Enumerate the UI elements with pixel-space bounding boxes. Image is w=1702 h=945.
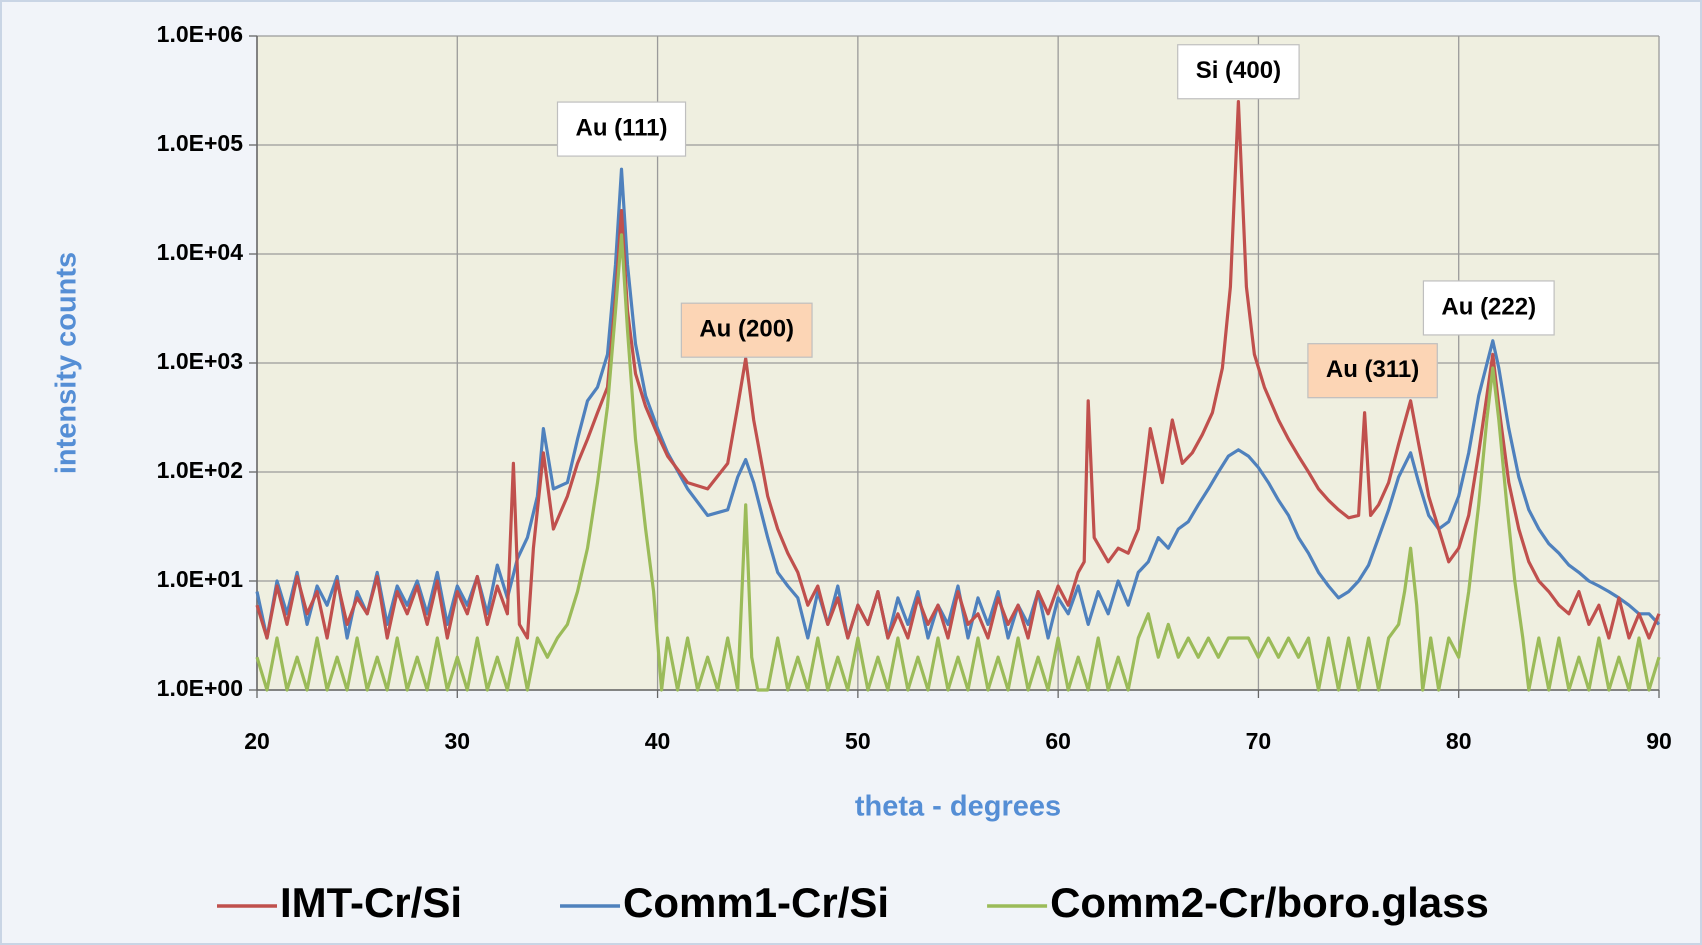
y-tick-label: 1.0E+06 — [157, 21, 243, 47]
series-line — [255, 167, 1661, 640]
annotation-box — [1307, 343, 1438, 399]
y-tick-label: 1.0E+02 — [157, 457, 243, 483]
annotation-label: Au (311) — [1326, 356, 1419, 383]
annotation-box — [1177, 44, 1300, 100]
x-tick-label: 40 — [645, 728, 671, 754]
x-tick-label: 60 — [1045, 728, 1071, 754]
y-tick-label: 1.0E+01 — [157, 566, 244, 592]
x-tick-label: 70 — [1246, 728, 1272, 754]
x-tick-label: 20 — [244, 728, 270, 754]
annotation-label: Au (200) — [699, 316, 794, 343]
annotation-label: Au (222) — [1441, 293, 1536, 320]
x-axis-title: theta - degrees — [855, 791, 1061, 823]
series-line — [255, 100, 1661, 640]
legend-label: Comm1-Cr/Si — [623, 879, 889, 926]
y-tick-label: 1.0E+03 — [157, 348, 243, 374]
x-tick-label: 90 — [1646, 728, 1672, 754]
x-tick-label: 30 — [444, 728, 470, 754]
annotation-box — [1422, 280, 1555, 336]
annotation-label: Si (400) — [1196, 57, 1281, 84]
series-line — [255, 233, 1661, 692]
x-tick-label: 80 — [1446, 728, 1472, 754]
annotation-label: Au (111) — [575, 114, 667, 141]
annotation-box — [680, 302, 813, 358]
legend-label: Comm2-Cr/boro.glass — [1050, 879, 1489, 926]
y-tick-label: 1.0E+04 — [157, 239, 244, 265]
legend-label: IMT-Cr/Si — [280, 879, 462, 926]
y-axis-title: intensity counts — [51, 252, 83, 474]
y-tick-label: 1.0E+05 — [157, 130, 244, 156]
x-tick-label: 50 — [845, 728, 871, 754]
y-tick-label: 1.0E+00 — [157, 675, 243, 701]
annotation-box — [556, 101, 687, 157]
